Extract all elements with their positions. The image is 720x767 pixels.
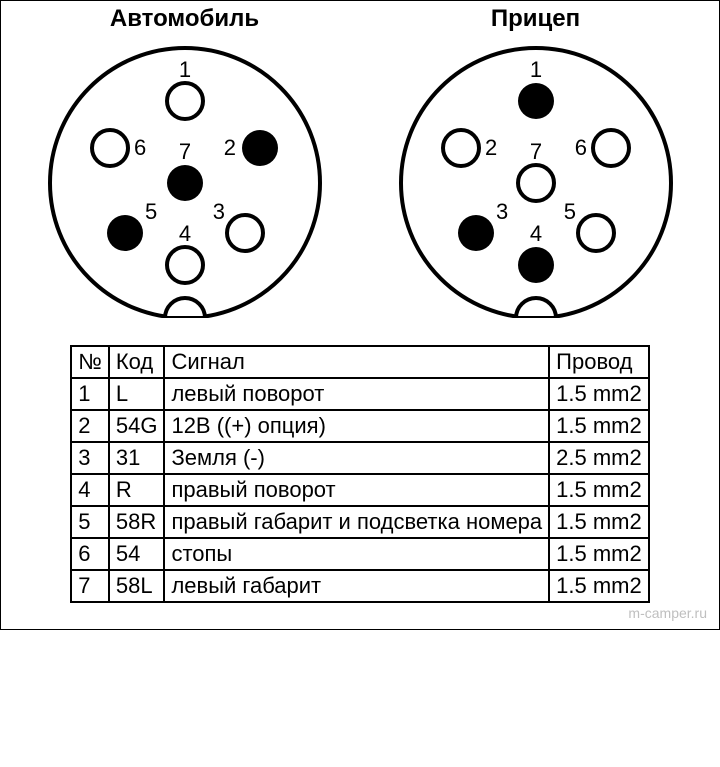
watermark: m-camper.ru [9, 605, 711, 621]
table-header: Код [109, 346, 165, 378]
diagram-right-title: Прицеп [491, 5, 580, 33]
table-cell: 1.5 mm2 [549, 570, 649, 602]
pin-7 [167, 165, 203, 201]
table-row: 558Rправый габарит и подсветка номера1.5… [71, 506, 649, 538]
pin-label-3: 3 [212, 199, 224, 224]
pin-2 [242, 130, 278, 166]
table-row: 254G12В ((+) опция)1.5 mm2 [71, 410, 649, 442]
pin-label-1: 1 [529, 57, 541, 82]
table-cell: 12В ((+) опция) [164, 410, 549, 442]
pin-label-4: 4 [178, 221, 190, 246]
table-header: № [71, 346, 109, 378]
table-cell: Земля (-) [164, 442, 549, 474]
pin-3 [458, 215, 494, 251]
pin-4 [167, 247, 203, 283]
pin-label-3: 3 [496, 199, 508, 224]
table-row: 758Lлевый габарит1.5 mm2 [71, 570, 649, 602]
table-cell: 4 [71, 474, 109, 506]
table-cell: 1 [71, 378, 109, 410]
connector-diagram-right: 1 2 345 6 7 [396, 43, 676, 333]
table-cell: 58R [109, 506, 165, 538]
table-cell: левый габарит [164, 570, 549, 602]
table-cell: 31 [109, 442, 165, 474]
signal-table: № Код Сигнал Провод 1Lлевый поворот1.5 m… [70, 345, 650, 603]
pin-4 [518, 247, 554, 283]
pin-7 [518, 165, 554, 201]
pin-label-7: 7 [529, 139, 541, 164]
table-row: 4Rправый поворот1.5 mm2 [71, 474, 649, 506]
table-cell: 54 [109, 538, 165, 570]
table-cell: 1.5 mm2 [549, 378, 649, 410]
table-header: Провод [549, 346, 649, 378]
diagram-right-col: Прицеп 1 2 345 6 7 [396, 5, 676, 333]
pin-6 [593, 130, 629, 166]
table-cell: 6 [71, 538, 109, 570]
pin-label-2: 2 [485, 135, 497, 160]
pin-label-1: 1 [178, 57, 190, 82]
table-cell: стопы [164, 538, 549, 570]
diagrams-row: Автомобиль 1234567 Прицеп 1234567 [9, 5, 711, 333]
table-row: 654стопы1.5 mm2 [71, 538, 649, 570]
table-cell: R [109, 474, 165, 506]
table-cell: правый поворот [164, 474, 549, 506]
diagram-left-title: Автомобиль [110, 5, 259, 33]
connector-diagram-left: 1 2 345 6 7 [45, 43, 325, 333]
pin-label-7: 7 [178, 139, 190, 164]
table-cell: 2.5 mm2 [549, 442, 649, 474]
table-cell: 58L [109, 570, 165, 602]
table-cell: 5 [71, 506, 109, 538]
table-cell: 54G [109, 410, 165, 442]
pin-3 [227, 215, 263, 251]
table-row: 331Земля (-)2.5 mm2 [71, 442, 649, 474]
table-cell: 1.5 mm2 [549, 474, 649, 506]
pin-5 [107, 215, 143, 251]
diagram-left-col: Автомобиль 1 2 345 6 7 [45, 5, 325, 333]
table-cell: 1.5 mm2 [549, 538, 649, 570]
pin-label-5: 5 [563, 199, 575, 224]
table-row: 1Lлевый поворот1.5 mm2 [71, 378, 649, 410]
pin-5 [578, 215, 614, 251]
pin-2 [443, 130, 479, 166]
table-cell: 3 [71, 442, 109, 474]
pin-1 [518, 83, 554, 119]
table-cell: левый поворот [164, 378, 549, 410]
pin-label-2: 2 [223, 135, 235, 160]
table-cell: L [109, 378, 165, 410]
table-cell: 1.5 mm2 [549, 506, 649, 538]
table-header-row: № Код Сигнал Провод [71, 346, 649, 378]
table-header: Сигнал [164, 346, 549, 378]
pin-label-5: 5 [145, 199, 157, 224]
pin-label-6: 6 [134, 135, 146, 160]
page: Автомобиль 1234567 Прицеп 1234567 № Код … [0, 0, 720, 630]
table-cell: 2 [71, 410, 109, 442]
pin-label-6: 6 [574, 135, 586, 160]
pin-label-4: 4 [529, 221, 541, 246]
pin-1 [167, 83, 203, 119]
pin-6 [92, 130, 128, 166]
table-cell: правый габарит и подсветка номера [164, 506, 549, 538]
table-cell: 1.5 mm2 [549, 410, 649, 442]
table-cell: 7 [71, 570, 109, 602]
